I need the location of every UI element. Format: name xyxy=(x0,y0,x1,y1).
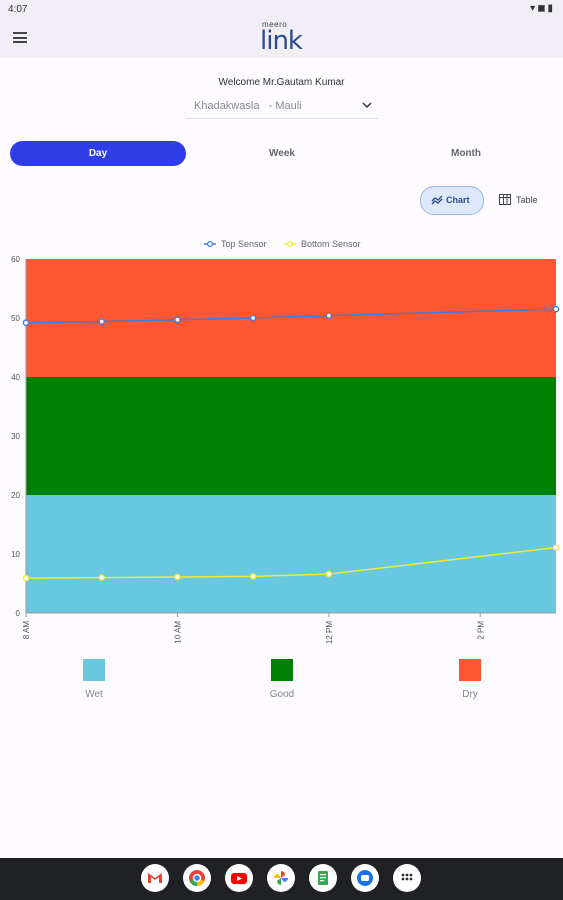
gmail-icon[interactable] xyxy=(141,864,169,892)
logo-small-text: meero xyxy=(262,20,288,29)
series-line-1 xyxy=(25,546,557,579)
legend-marker-0 xyxy=(206,240,214,248)
tab-day[interactable]: Day xyxy=(10,141,186,166)
legend-good-label: Good xyxy=(269,689,295,700)
docs-icon[interactable] xyxy=(309,864,337,892)
chart-icon xyxy=(431,195,443,205)
data-point xyxy=(249,573,257,580)
legend-wet-label: Wet xyxy=(85,689,103,700)
data-point xyxy=(98,318,106,325)
legend-wet-swatch xyxy=(83,659,105,681)
table-view-label: Table xyxy=(516,195,538,205)
data-point xyxy=(98,574,106,581)
status-time: 4:07 xyxy=(8,4,28,15)
data-point xyxy=(552,544,560,551)
messages-icon[interactable] xyxy=(351,864,379,892)
data-point xyxy=(552,305,560,313)
youtube-icon[interactable] xyxy=(225,864,253,892)
tab-month[interactable]: Month xyxy=(451,148,481,159)
y-tick-label: 10 xyxy=(11,550,20,559)
data-point xyxy=(325,312,333,319)
menu-icon[interactable] xyxy=(13,32,27,43)
chevron-down-icon xyxy=(362,102,372,109)
band-wet xyxy=(26,495,556,613)
table-view-button[interactable]: Table xyxy=(496,190,546,210)
welcome-text: Welcome Mr.Gautam Kumar xyxy=(218,77,345,88)
status-bar: 4:07 ▾◼▮ xyxy=(0,0,563,18)
y-tick-label: 20 xyxy=(11,491,20,500)
data-point xyxy=(325,570,333,578)
data-point xyxy=(22,319,30,327)
status-icons: ▾◼▮ xyxy=(530,3,555,14)
y-tick-label: 0 xyxy=(16,609,21,618)
chart-view-button[interactable]: Chart xyxy=(420,186,484,215)
x-tick-label: 12 PM xyxy=(325,621,334,644)
y-tick-label: 30 xyxy=(11,432,20,441)
band-dry xyxy=(26,259,556,377)
data-point xyxy=(174,573,181,581)
x-tick-label: 2 PM xyxy=(476,621,485,640)
x-tick-label: 10 AM xyxy=(173,621,182,644)
table-icon xyxy=(499,194,511,205)
chart-view-label: Chart xyxy=(446,195,470,205)
x-tick-label: 8 AM xyxy=(22,621,31,640)
legend-marker-1 xyxy=(286,240,294,248)
y-tick-label: 40 xyxy=(11,373,20,382)
y-tick-label: 60 xyxy=(11,255,20,264)
chrome-icon[interactable] xyxy=(183,864,211,892)
legend-good-swatch xyxy=(271,659,293,681)
y-tick-label: 50 xyxy=(11,314,20,323)
location-selected: Khadakwasla - Mauli xyxy=(194,100,302,112)
data-point xyxy=(174,316,181,324)
band-good xyxy=(26,377,556,495)
app-logo: meero link xyxy=(256,20,306,56)
location-dropdown[interactable]: Khadakwasla - Mauli xyxy=(186,96,378,119)
app-bar: meero link xyxy=(0,18,563,58)
legend-series-label: Bottom Sensor xyxy=(301,239,361,249)
legend-dry-label: Dry xyxy=(462,689,478,700)
logo-big-text: link xyxy=(260,26,303,56)
tab-week[interactable]: Week xyxy=(269,148,295,159)
sensor-chart: 0 10 20 30 40 50 60 8 AM 10 AM 12 PM 2 PM Top Senso… xyxy=(11,239,560,644)
photos-icon[interactable] xyxy=(267,864,295,892)
legend-dry-swatch xyxy=(459,659,481,681)
legend-series-label: Top Sensor xyxy=(221,239,267,249)
series-line-0 xyxy=(25,308,557,324)
data-point xyxy=(249,314,257,322)
apps-grid-icon[interactable] xyxy=(393,864,421,892)
data-point xyxy=(22,574,30,582)
